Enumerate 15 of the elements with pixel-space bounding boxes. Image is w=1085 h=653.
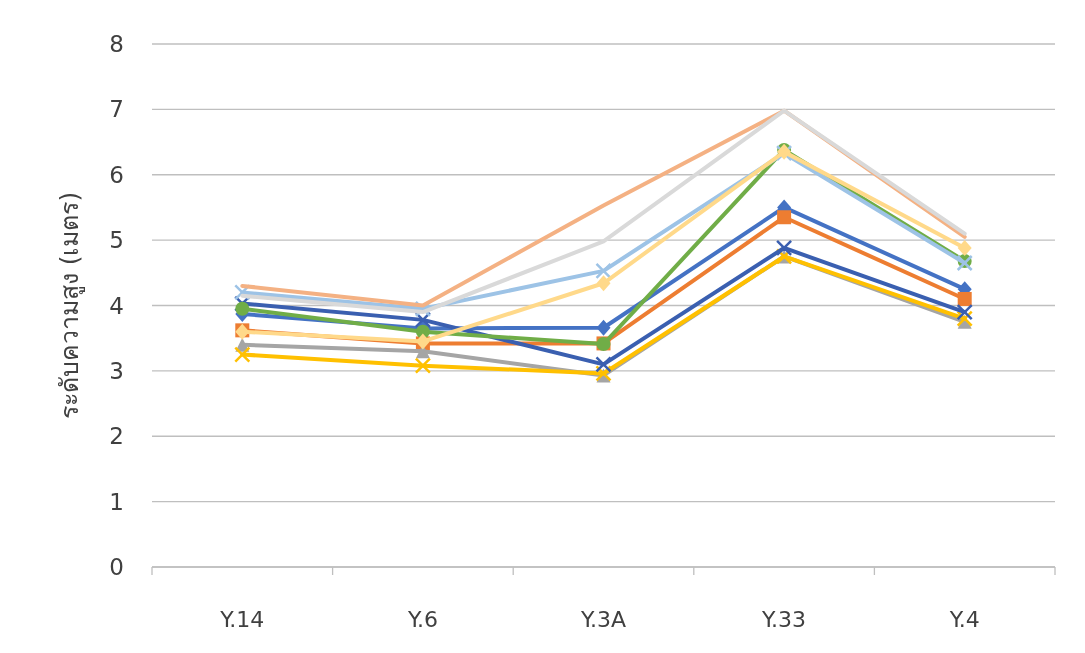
- y-tick-label: 4: [109, 292, 124, 319]
- y-tick-label: 6: [109, 161, 124, 188]
- y-axis-title: ระดับความสูง (เมตร): [55, 191, 85, 420]
- y-tick-label: 7: [109, 96, 124, 123]
- x-tick-label: Y.3A: [579, 607, 627, 632]
- y-tick-label: 8: [109, 31, 124, 57]
- y-tick-label: 2: [109, 423, 124, 450]
- y-tick-label: 1: [109, 488, 124, 515]
- y-tick-label: 3: [109, 357, 124, 384]
- y-tick-label: 0: [109, 554, 124, 580]
- x-tick-label: Y.4: [948, 607, 980, 632]
- x-tick-label: Y.6: [406, 607, 438, 632]
- x-tick-label: Y.14: [219, 607, 265, 632]
- x-tick-label: Y.33: [761, 607, 807, 632]
- y-tick-label: 5: [109, 227, 124, 254]
